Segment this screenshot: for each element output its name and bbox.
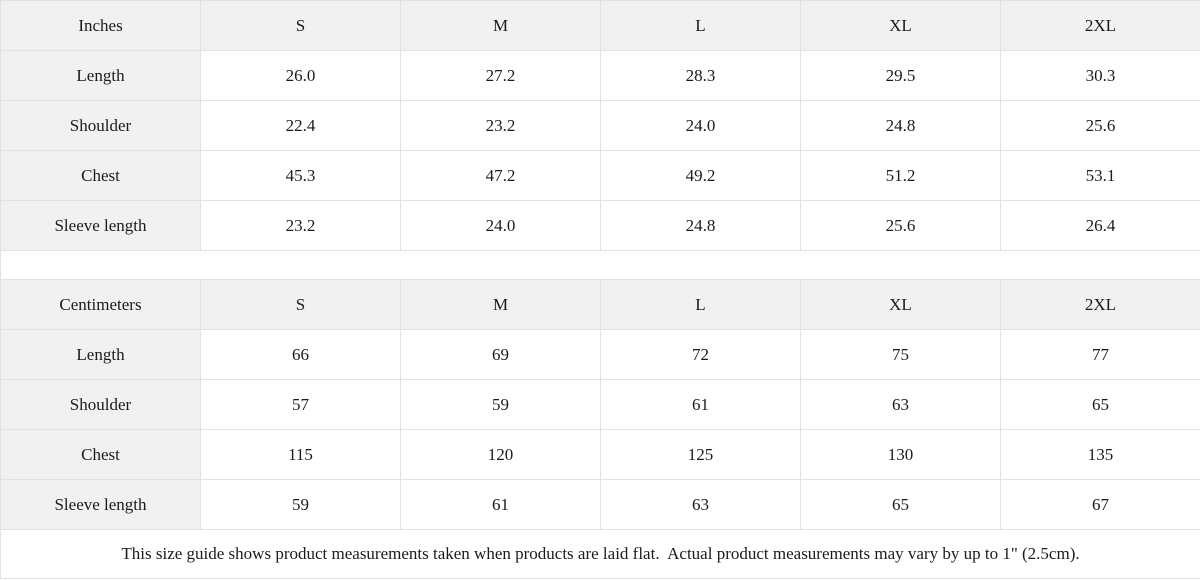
table-row-cm-chest: Chest 115 120 125 130 135 xyxy=(0,429,1200,480)
centimeters-size-header-s: S xyxy=(200,279,401,330)
footer-row: This size guide shows product measuremen… xyxy=(0,529,1200,579)
size-cell: 45.3 xyxy=(200,150,401,201)
size-cell: 59 xyxy=(200,479,401,530)
inches-row-label-length: Length xyxy=(0,50,201,101)
size-cell: 51.2 xyxy=(800,150,1001,201)
size-cell: 24.0 xyxy=(400,200,601,251)
size-cell: 22.4 xyxy=(200,100,401,151)
size-cell: 25.6 xyxy=(800,200,1001,251)
table-row-inches-chest: Chest 45.3 47.2 49.2 51.2 53.1 xyxy=(0,150,1200,201)
size-cell: 65 xyxy=(800,479,1001,530)
cm-row-label-chest: Chest xyxy=(0,429,201,480)
table-row-cm-shoulder: Shoulder 57 59 61 63 65 xyxy=(0,379,1200,430)
centimeters-size-header-2xl: 2XL xyxy=(1000,279,1200,330)
centimeters-unit-header: Centimeters xyxy=(0,279,201,330)
size-cell: 24.0 xyxy=(600,100,801,151)
size-cell: 59 xyxy=(400,379,601,430)
size-cell: 66 xyxy=(200,329,401,380)
centimeters-size-header-l: L xyxy=(600,279,801,330)
size-cell: 53.1 xyxy=(1000,150,1200,201)
inches-unit-header: Inches xyxy=(0,0,201,51)
cm-row-label-sleeve-length: Sleeve length xyxy=(0,479,201,530)
centimeters-header-row: Centimeters S M L XL 2XL xyxy=(0,279,1200,330)
inches-row-label-shoulder: Shoulder xyxy=(0,100,201,151)
size-cell: 65 xyxy=(1000,379,1200,430)
size-cell: 125 xyxy=(600,429,801,480)
size-cell: 72 xyxy=(600,329,801,380)
size-cell: 63 xyxy=(600,479,801,530)
size-cell: 24.8 xyxy=(600,200,801,251)
table-row-inches-shoulder: Shoulder 22.4 23.2 24.0 24.8 25.6 xyxy=(0,100,1200,151)
centimeters-size-header-xl: XL xyxy=(800,279,1001,330)
size-cell: 61 xyxy=(600,379,801,430)
size-cell: 28.3 xyxy=(600,50,801,101)
size-cell: 30.3 xyxy=(1000,50,1200,101)
inches-row-label-sleeve-length: Sleeve length xyxy=(0,200,201,251)
size-cell: 115 xyxy=(200,429,401,480)
centimeters-size-header-m: M xyxy=(400,279,601,330)
size-cell: 47.2 xyxy=(400,150,601,201)
size-cell: 23.2 xyxy=(400,100,601,151)
footer-note: This size guide shows product measuremen… xyxy=(0,529,1200,579)
size-cell: 69 xyxy=(400,329,601,380)
table-row-inches-sleeve-length: Sleeve length 23.2 24.0 24.8 25.6 26.4 xyxy=(0,200,1200,251)
inches-header-row: Inches S M L XL 2XL xyxy=(0,0,1200,51)
size-cell: 29.5 xyxy=(800,50,1001,101)
section-spacer-cell xyxy=(0,250,1200,280)
size-cell: 77 xyxy=(1000,329,1200,380)
size-cell: 135 xyxy=(1000,429,1200,480)
size-cell: 61 xyxy=(400,479,601,530)
inches-row-label-chest: Chest xyxy=(0,150,201,201)
inches-size-header-xl: XL xyxy=(800,0,1001,51)
size-cell: 75 xyxy=(800,329,1001,380)
inches-size-header-m: M xyxy=(400,0,601,51)
inches-size-header-2xl: 2XL xyxy=(1000,0,1200,51)
table-row-cm-sleeve-length: Sleeve length 59 61 63 65 67 xyxy=(0,479,1200,530)
size-cell: 49.2 xyxy=(600,150,801,201)
size-cell: 63 xyxy=(800,379,1001,430)
table-row-cm-length: Length 66 69 72 75 77 xyxy=(0,329,1200,380)
size-cell: 130 xyxy=(800,429,1001,480)
inches-size-header-l: L xyxy=(600,0,801,51)
cm-row-label-length: Length xyxy=(0,329,201,380)
size-cell: 57 xyxy=(200,379,401,430)
table-row-inches-length: Length 26.0 27.2 28.3 29.5 30.3 xyxy=(0,50,1200,101)
size-cell: 26.0 xyxy=(200,50,401,101)
size-cell: 67 xyxy=(1000,479,1200,530)
size-cell: 25.6 xyxy=(1000,100,1200,151)
size-cell: 23.2 xyxy=(200,200,401,251)
cm-row-label-shoulder: Shoulder xyxy=(0,379,201,430)
inches-size-header-s: S xyxy=(200,0,401,51)
size-cell: 120 xyxy=(400,429,601,480)
size-cell: 26.4 xyxy=(1000,200,1200,251)
size-cell: 24.8 xyxy=(800,100,1001,151)
section-spacer-row xyxy=(0,250,1200,280)
size-cell: 27.2 xyxy=(400,50,601,101)
